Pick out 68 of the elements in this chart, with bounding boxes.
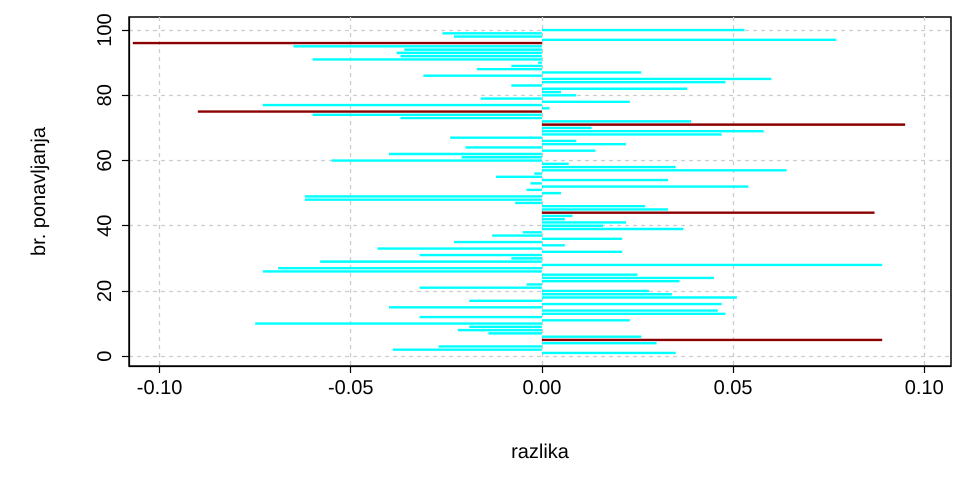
bar bbox=[420, 286, 542, 289]
bar bbox=[420, 254, 542, 256]
bar bbox=[132, 42, 542, 44]
bar bbox=[542, 212, 875, 214]
bar bbox=[542, 88, 688, 90]
bar bbox=[312, 114, 542, 116]
bar bbox=[542, 185, 748, 188]
bar bbox=[542, 208, 668, 211]
bar bbox=[542, 130, 764, 132]
bar bbox=[542, 244, 565, 247]
bar bbox=[542, 264, 882, 266]
bar bbox=[423, 74, 542, 77]
bar bbox=[458, 328, 542, 332]
bar bbox=[198, 110, 542, 113]
bar bbox=[442, 32, 542, 35]
bar bbox=[542, 169, 787, 172]
y-axis-title: br. ponavljanja bbox=[28, 126, 50, 256]
bar bbox=[542, 100, 630, 104]
x-tick-label: 0.05 bbox=[714, 377, 753, 399]
y-tick-label: 100 bbox=[94, 13, 116, 47]
bar bbox=[262, 270, 542, 273]
bar bbox=[542, 71, 642, 74]
bar bbox=[542, 150, 596, 152]
bar bbox=[542, 120, 692, 123]
bar bbox=[378, 247, 542, 250]
x-tick-label: -0.05 bbox=[328, 377, 374, 399]
y-tick-label: 60 bbox=[94, 149, 116, 172]
bar bbox=[320, 260, 542, 263]
bar bbox=[293, 45, 542, 48]
y-tick-label: 0 bbox=[94, 350, 116, 362]
bar bbox=[304, 198, 542, 201]
bar bbox=[542, 94, 576, 96]
bar bbox=[542, 338, 882, 342]
bar bbox=[542, 342, 657, 344]
bar bbox=[542, 107, 550, 110]
bar bbox=[304, 195, 542, 198]
bar bbox=[542, 250, 622, 254]
x-tick-label: -0.10 bbox=[136, 377, 182, 399]
bar bbox=[542, 238, 622, 240]
y-tick-label: 40 bbox=[94, 214, 116, 237]
y-tick-label: 20 bbox=[94, 280, 116, 302]
bar bbox=[542, 335, 642, 338]
bar bbox=[469, 300, 542, 302]
bar bbox=[542, 312, 726, 316]
bar bbox=[530, 182, 542, 185]
bar bbox=[542, 38, 836, 42]
bar bbox=[476, 68, 542, 70]
bar bbox=[542, 276, 714, 280]
bar bbox=[388, 306, 542, 308]
bar bbox=[542, 143, 626, 146]
x-tick-label: 0.10 bbox=[904, 377, 944, 399]
bar bbox=[255, 322, 542, 325]
x-tick-label: 0.00 bbox=[522, 377, 562, 399]
bar bbox=[396, 52, 542, 54]
bar bbox=[526, 188, 542, 192]
bar bbox=[450, 136, 542, 139]
bar bbox=[262, 104, 542, 106]
bar bbox=[420, 316, 542, 318]
bar bbox=[312, 58, 542, 61]
bar bbox=[392, 348, 542, 351]
x-axis-title: razlika bbox=[511, 441, 570, 463]
bar bbox=[542, 192, 562, 194]
y-tick-label: 80 bbox=[94, 84, 116, 106]
bar bbox=[454, 240, 542, 244]
bar bbox=[542, 178, 668, 182]
bar bbox=[542, 123, 906, 126]
bar bbox=[496, 176, 542, 178]
bar bbox=[542, 319, 630, 322]
